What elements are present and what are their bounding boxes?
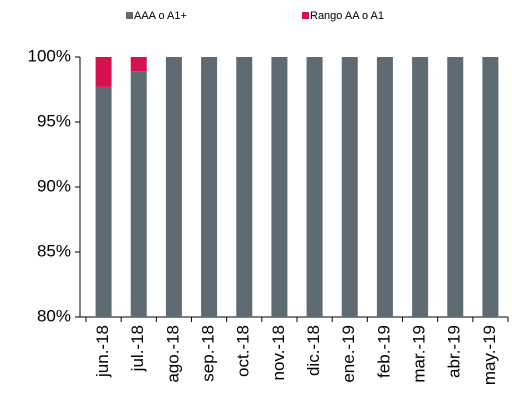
legend-label: Rango AA o A1 xyxy=(310,10,384,22)
x-tick-label: ago.-18 xyxy=(163,325,182,383)
bar-segment xyxy=(165,57,182,317)
bar-segment xyxy=(201,57,218,317)
legend-swatch xyxy=(302,12,309,19)
x-tick-label: feb.-19 xyxy=(374,325,393,378)
y-tick-label: 95% xyxy=(37,111,71,130)
bar-segment xyxy=(95,57,112,87)
y-tick-label: 80% xyxy=(37,306,71,325)
x-tick-label: ene.-19 xyxy=(339,325,358,383)
x-tick-label: may.-19 xyxy=(480,325,499,385)
y-tick-label: 85% xyxy=(37,241,71,260)
y-tick-label: 90% xyxy=(37,176,71,195)
x-tick-label: nov.-18 xyxy=(269,325,288,380)
bar-segment xyxy=(95,86,112,318)
legend-swatch xyxy=(126,12,133,19)
y-tick-label: 100% xyxy=(28,46,71,65)
legend-label: AAA o A1+ xyxy=(134,10,187,22)
bar-segment xyxy=(271,57,288,317)
bar-segment xyxy=(376,57,393,317)
bar-segment xyxy=(447,57,464,317)
bar-segment xyxy=(482,57,499,317)
x-tick-label: dic.-18 xyxy=(304,325,323,376)
x-tick-label: sep.-18 xyxy=(199,325,218,382)
x-tick-label: jul.-18 xyxy=(128,325,147,372)
bar-segment xyxy=(236,57,253,317)
x-tick-label: mar.-19 xyxy=(410,325,429,383)
x-tick-label: jun.-18 xyxy=(93,325,112,378)
bar-segment xyxy=(130,71,147,317)
x-tick-label: abr.-19 xyxy=(445,325,464,378)
bar-segment xyxy=(412,57,429,317)
bar-segment xyxy=(130,57,147,72)
bar-segment xyxy=(306,57,323,317)
bar-segment xyxy=(341,57,358,317)
x-tick-label: oct.-18 xyxy=(234,325,253,377)
